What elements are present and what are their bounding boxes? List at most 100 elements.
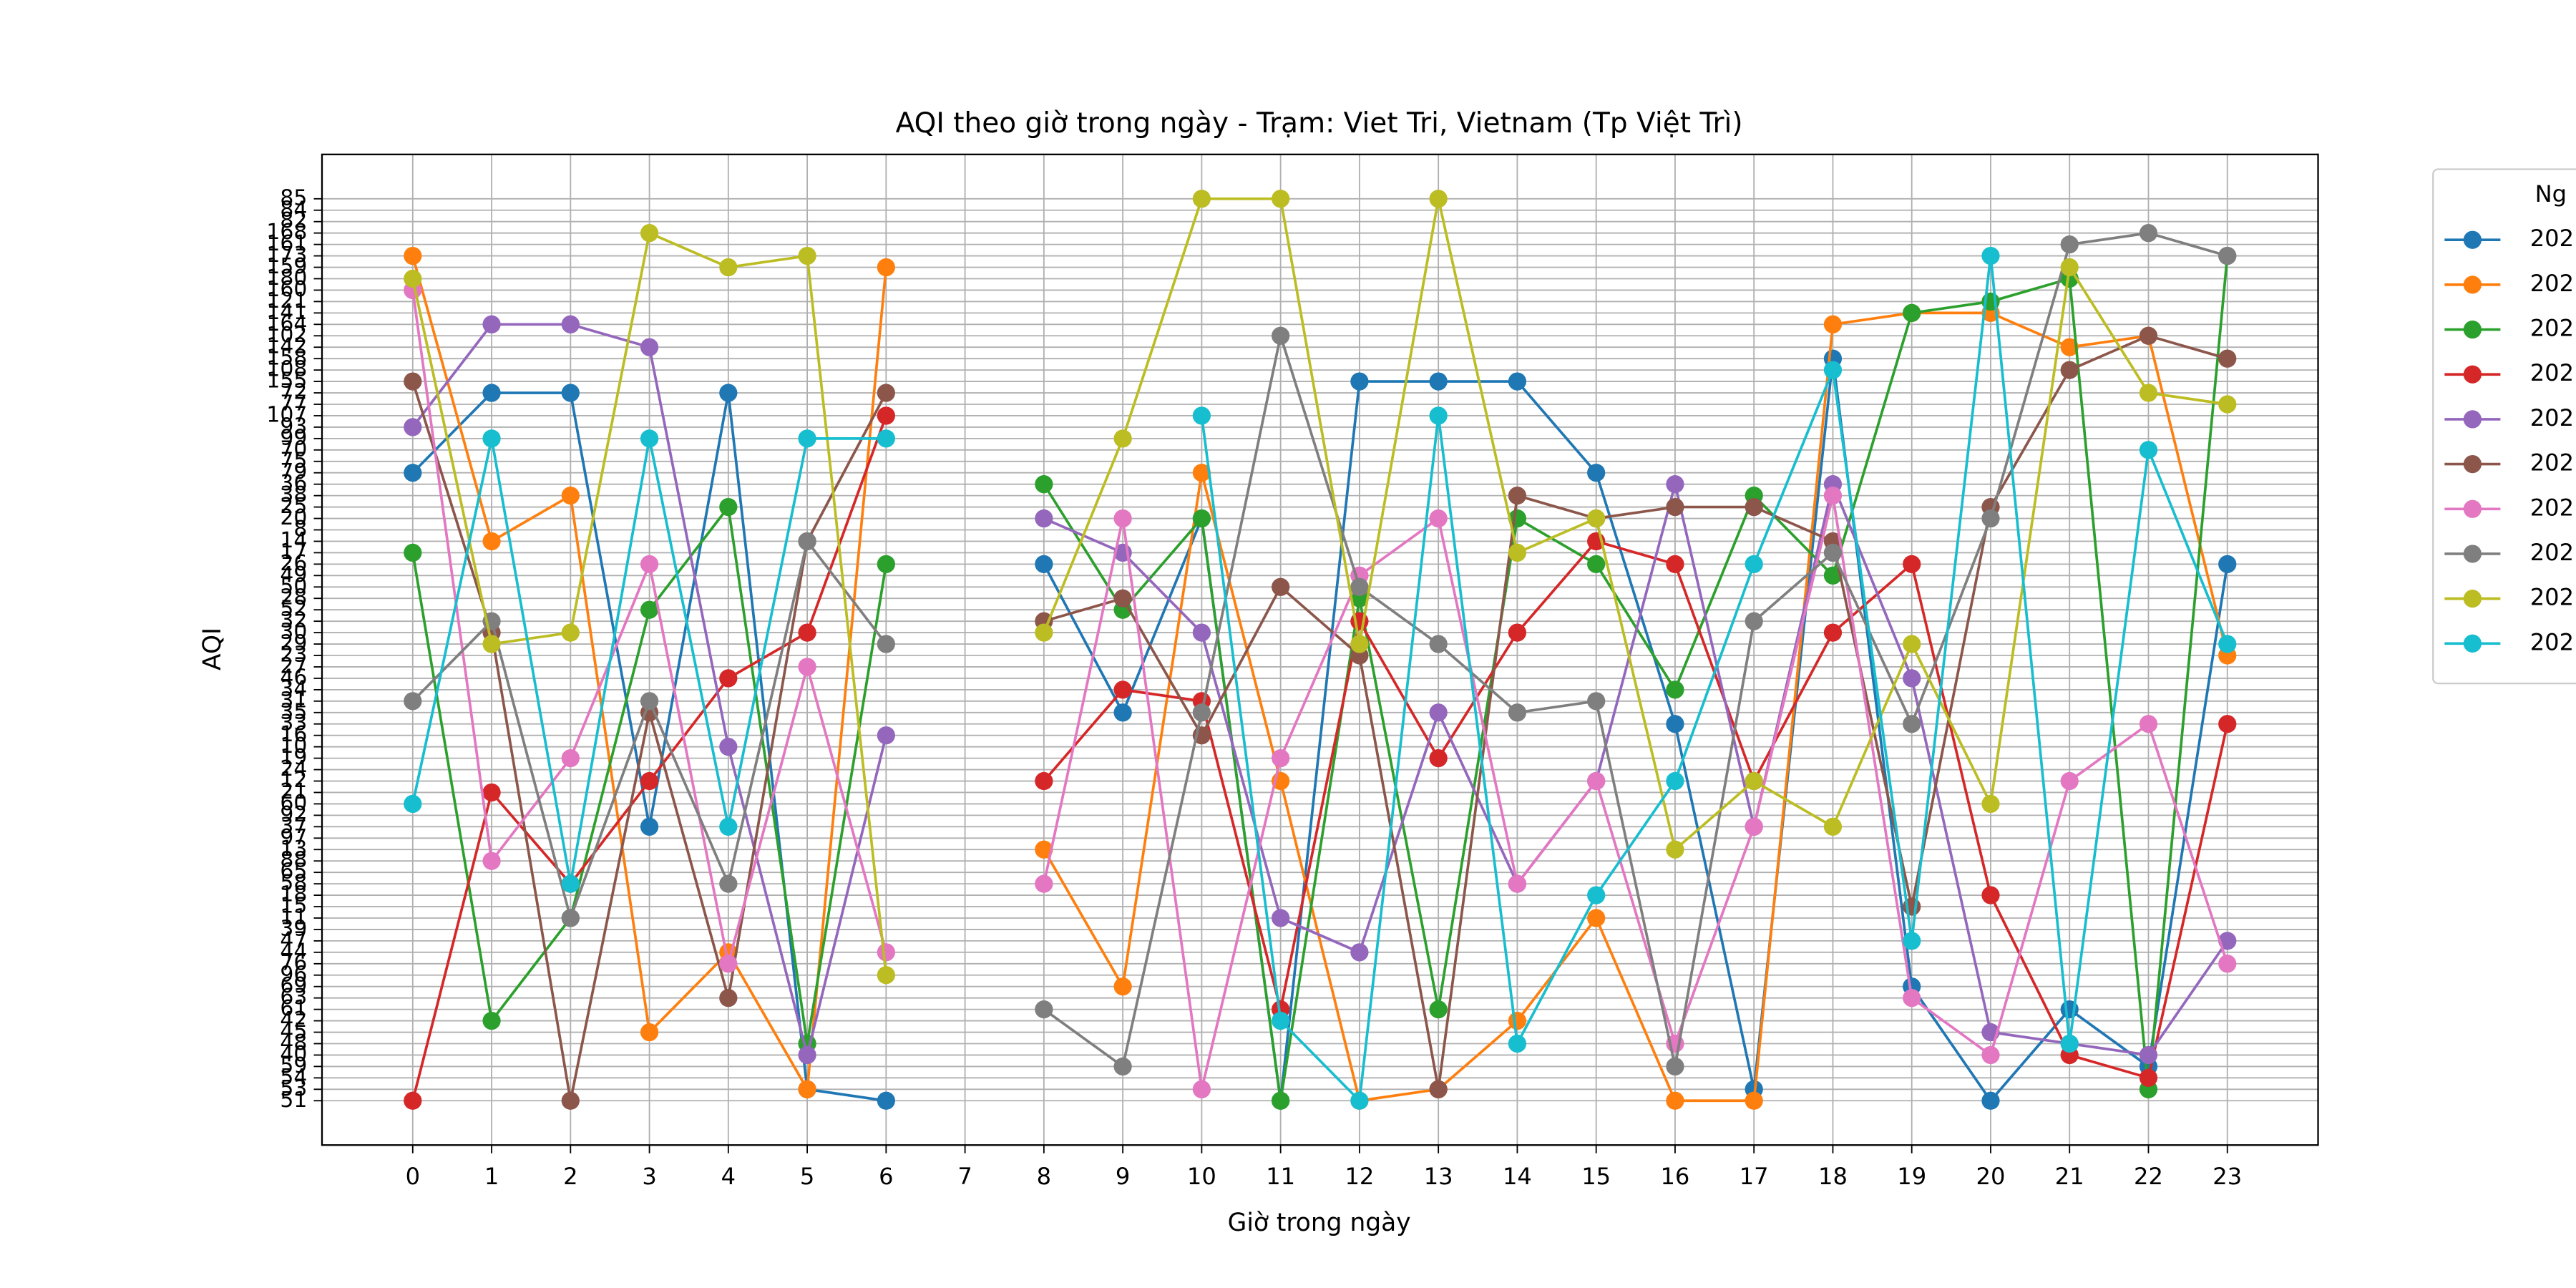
y-tick-label: 107	[266, 402, 307, 427]
y-tick-label: 15	[280, 894, 307, 919]
legend-marker	[2463, 590, 2482, 608]
point	[719, 874, 738, 893]
point	[1508, 623, 1527, 642]
point	[2060, 771, 2079, 791]
point	[798, 429, 816, 448]
point	[798, 1080, 816, 1098]
point	[1508, 874, 1527, 893]
point	[640, 1023, 659, 1042]
y-tick-label: 50	[280, 574, 307, 599]
y-tick-label: 12	[280, 768, 307, 793]
point	[1745, 817, 1763, 836]
point	[719, 738, 738, 756]
point	[1035, 623, 1053, 642]
point	[2139, 441, 2158, 459]
y-tick-label: 158	[266, 346, 307, 371]
legend-marker	[2463, 320, 2482, 339]
point	[719, 817, 738, 836]
y-tick-label: 155	[266, 369, 307, 394]
y-tick-label: 35	[280, 699, 307, 724]
point	[2060, 235, 2079, 254]
point	[877, 943, 895, 962]
y-tick-label: 168	[266, 220, 307, 245]
point	[1587, 692, 1606, 711]
y-tick-label: 29	[280, 631, 307, 656]
y-tick-label: 32	[280, 608, 307, 633]
legend-marker	[2463, 454, 2482, 474]
point	[1981, 246, 2000, 265]
point	[482, 532, 501, 551]
legend-label: 202	[2530, 270, 2574, 297]
point	[640, 600, 659, 619]
point	[1666, 475, 1684, 494]
point	[482, 783, 501, 802]
point	[1823, 543, 1843, 562]
point	[1192, 406, 1211, 425]
y-tick-label: 48	[280, 1030, 307, 1055]
legend-marker	[2463, 545, 2482, 563]
point	[1745, 555, 1763, 573]
x-tick-label: 16	[1660, 1163, 1689, 1190]
y-tick-label: 97	[280, 825, 307, 850]
point	[1745, 1091, 1763, 1110]
point	[640, 429, 659, 448]
point	[1192, 509, 1211, 528]
point	[2139, 1045, 2158, 1065]
point	[1666, 840, 1684, 859]
point	[719, 258, 738, 277]
x-axis-label: Giờ trong ngày	[1228, 1209, 1411, 1237]
point	[482, 852, 501, 870]
y-tick-label: 31	[280, 688, 307, 713]
point	[561, 748, 580, 768]
point	[877, 555, 895, 573]
x-tick-label: 22	[2134, 1163, 2163, 1190]
x-tick-label: 18	[1818, 1163, 1848, 1190]
point	[877, 406, 895, 425]
y-tick-label: 61	[280, 996, 307, 1021]
point	[2060, 1034, 2079, 1053]
point	[404, 372, 422, 391]
point	[2060, 361, 2079, 379]
y-tick-label: 142	[266, 334, 307, 359]
x-tick-label: 11	[1266, 1163, 1295, 1190]
y-tick-label: 33	[280, 711, 307, 736]
point	[404, 794, 422, 814]
point	[1745, 497, 1763, 517]
point	[719, 669, 738, 688]
x-tick-label: 8	[1037, 1163, 1051, 1190]
y-tick-label: 51	[280, 1088, 307, 1113]
point	[1035, 475, 1053, 494]
point	[1903, 303, 1921, 322]
point	[1981, 886, 2000, 904]
point	[719, 384, 738, 402]
point	[1429, 190, 1448, 208]
point	[1666, 555, 1684, 573]
point	[640, 555, 659, 573]
point	[2060, 258, 2079, 277]
legend-title: Ng	[2535, 180, 2567, 208]
point	[1272, 577, 1290, 596]
point	[1823, 361, 1843, 379]
point	[1745, 771, 1763, 791]
y-tick-label: 49	[280, 562, 307, 587]
y-tick-label: 19	[280, 745, 307, 770]
point	[1035, 771, 1053, 791]
legend-label: 202	[2530, 584, 2574, 611]
point	[1113, 509, 1132, 528]
point	[1981, 1045, 2000, 1065]
point	[1429, 509, 1448, 528]
y-tick-label: 159	[266, 254, 307, 279]
point	[1350, 635, 1369, 653]
point	[1350, 1091, 1369, 1110]
legend-marker	[2463, 365, 2482, 384]
point	[1823, 315, 1843, 333]
point	[2218, 715, 2237, 733]
point	[1429, 1000, 1448, 1019]
y-tick-label: 18	[280, 882, 307, 907]
y-tick-label: 26	[280, 551, 307, 576]
x-tick-label: 21	[2055, 1163, 2084, 1190]
point	[2139, 715, 2158, 733]
point	[2139, 1068, 2158, 1087]
legend-label: 202	[2530, 404, 2574, 431]
x-tick-label: 4	[721, 1163, 736, 1190]
